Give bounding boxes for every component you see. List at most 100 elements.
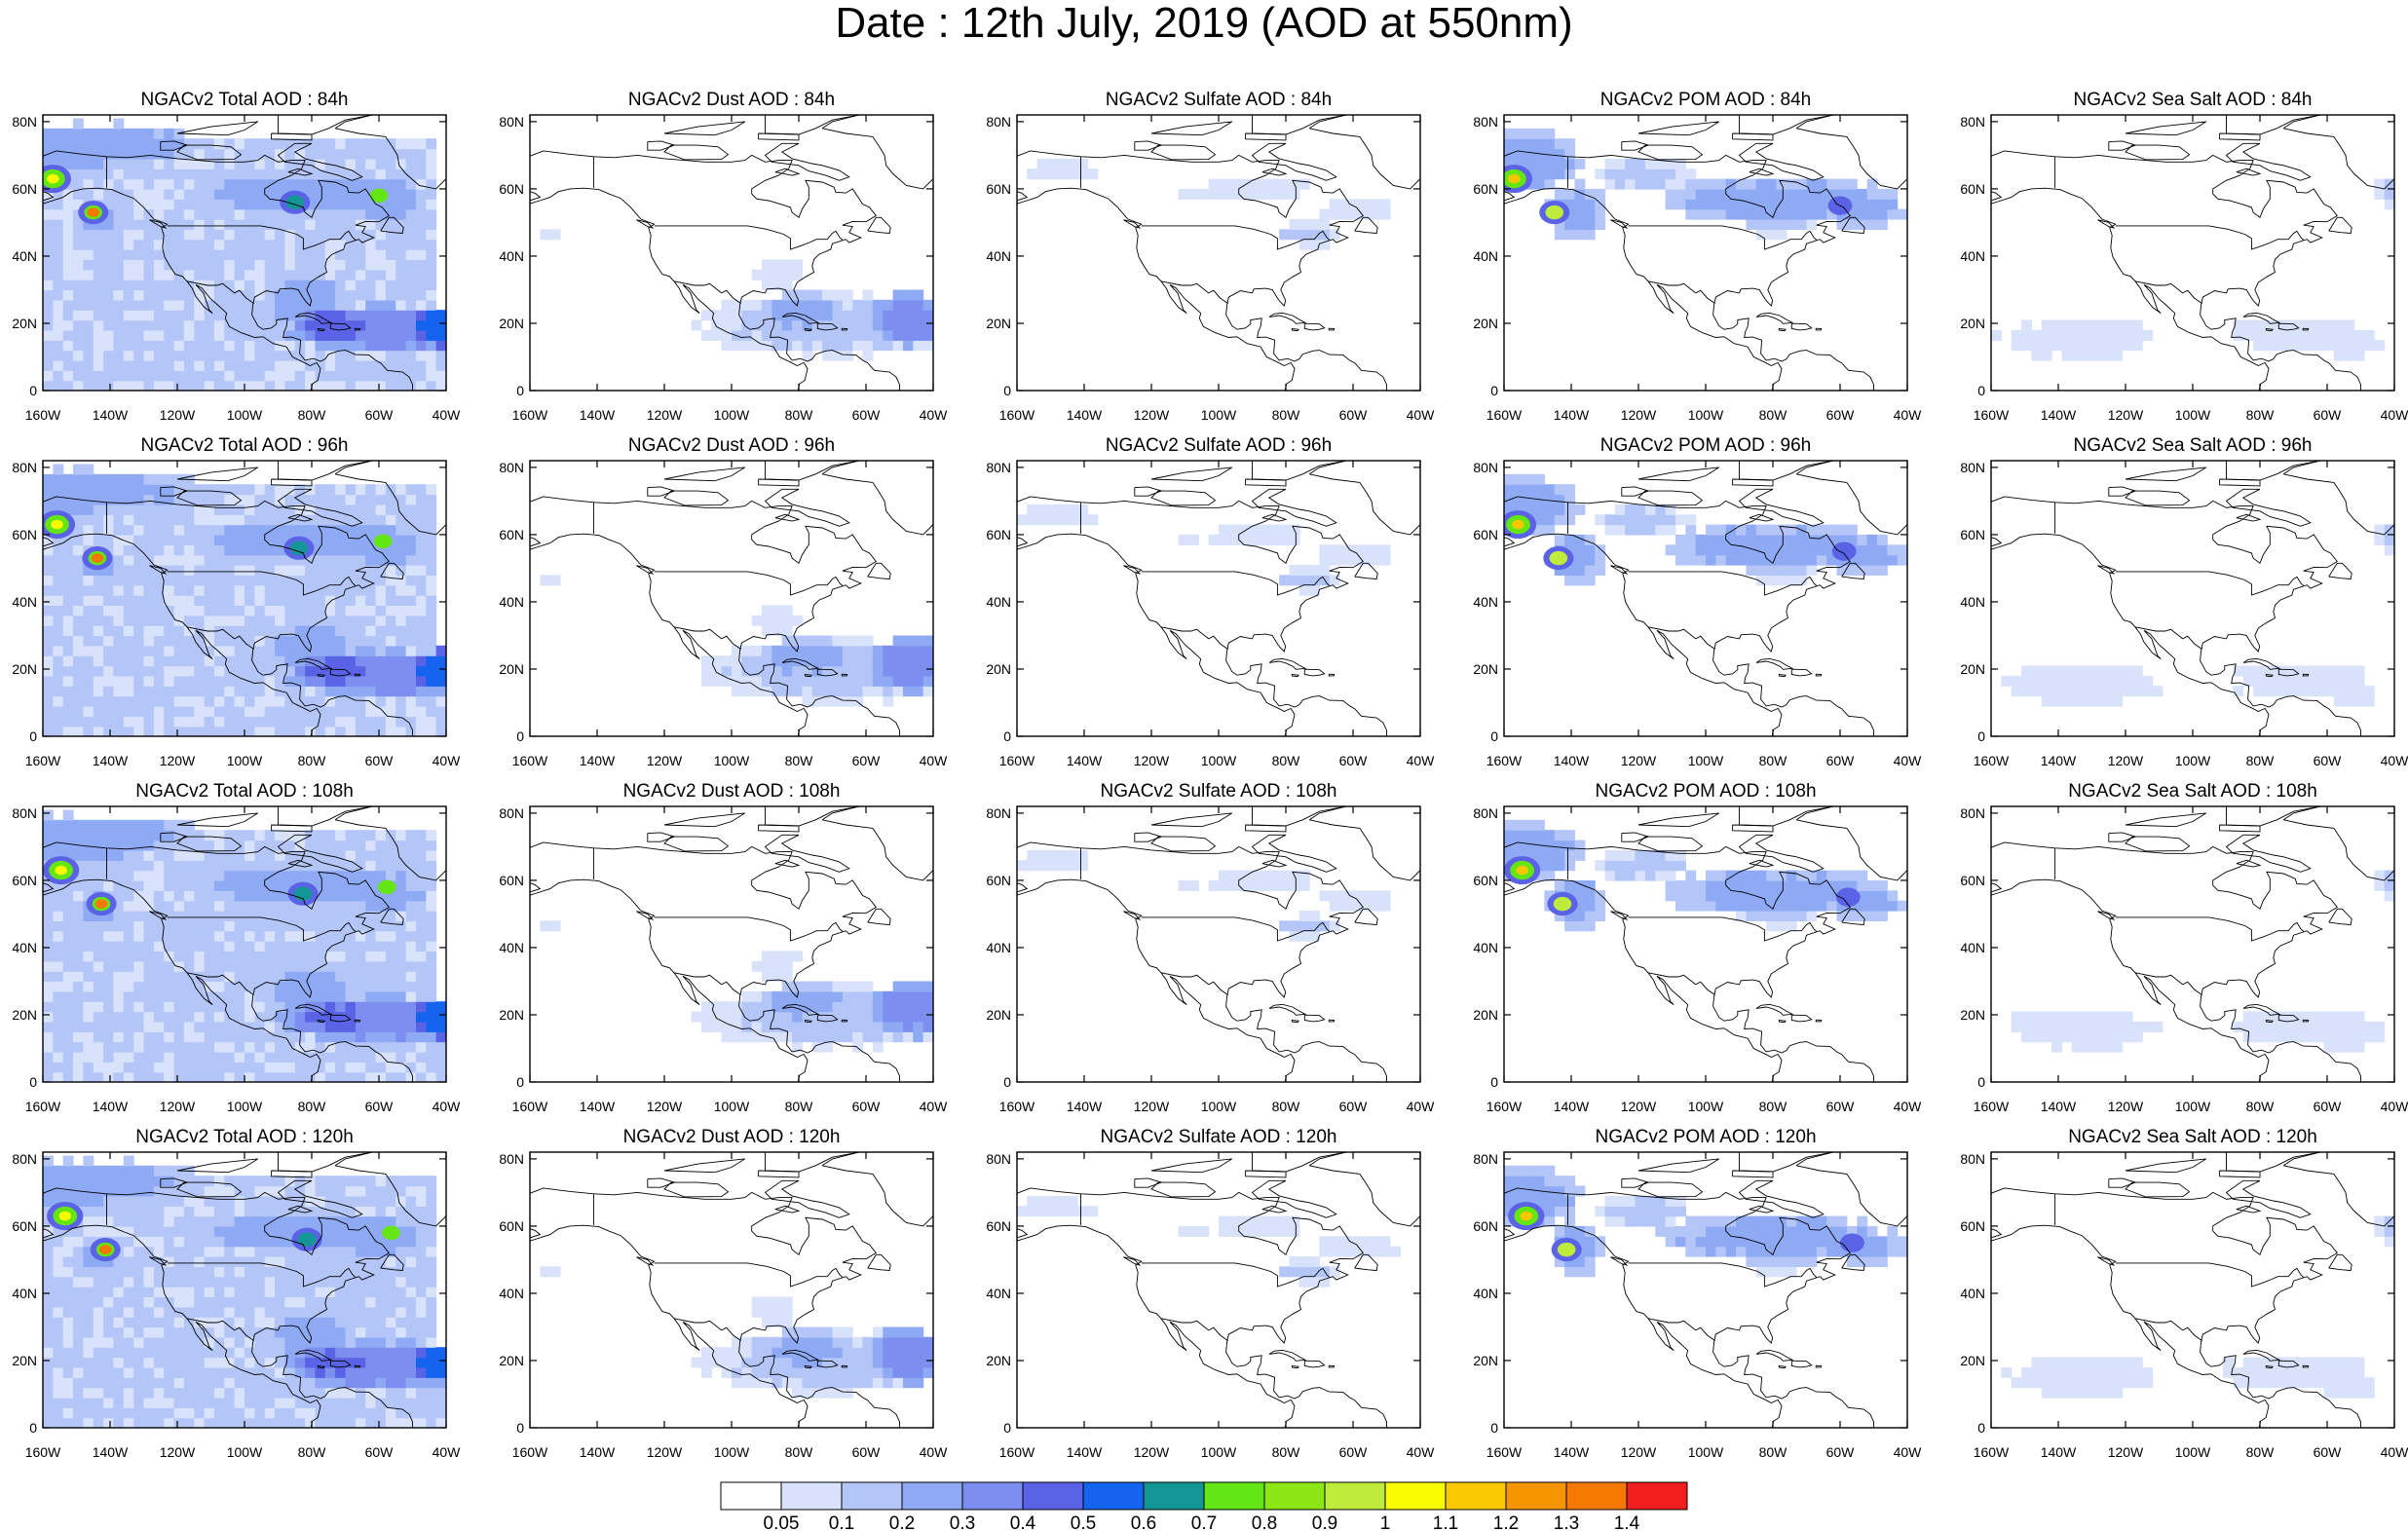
lat-tick-label: 60N bbox=[499, 527, 524, 542]
lat-tick-label: 80N bbox=[986, 114, 1011, 130]
lat-tick-label: 40N bbox=[499, 248, 524, 264]
lon-tick-label: 80W bbox=[2246, 407, 2276, 423]
lat-tick-label: 0 bbox=[1977, 728, 1985, 744]
colorbar-swatch bbox=[780, 1481, 843, 1511]
aod-field bbox=[2001, 524, 2394, 707]
lon-tick-label: 100W bbox=[2175, 1099, 2211, 1114]
lon-tick-label: 120W bbox=[1621, 407, 1657, 423]
lat-tick-label: 60N bbox=[986, 1218, 1011, 1234]
lat-tick-label: 40N bbox=[1960, 1286, 1985, 1301]
lon-tick-label: 80W bbox=[2246, 1444, 2276, 1460]
lon-tick-label: 40W bbox=[920, 1444, 949, 1460]
coastlines bbox=[1991, 461, 2394, 736]
lat-tick-label: 60N bbox=[986, 873, 1011, 888]
lon-tick-label: 160W bbox=[512, 1444, 548, 1460]
panel-title: NGACv2 Dust AOD : 96h bbox=[628, 435, 835, 456]
colorbar-label: 0.1 bbox=[829, 1513, 854, 1531]
lat-tick-label: 20N bbox=[986, 316, 1011, 331]
lon-tick-label: 60W bbox=[1826, 407, 1856, 423]
lon-tick-label: 140W bbox=[93, 1099, 129, 1114]
lon-tick-label: 120W bbox=[1134, 753, 1170, 768]
lon-tick-label: 120W bbox=[1621, 753, 1657, 768]
lon-tick-label: 120W bbox=[1134, 407, 1170, 423]
lon-tick-label: 60W bbox=[1826, 1444, 1856, 1460]
map-panel-total-108h: 160W 140W 120W 100W 80W 60W 40W 0 20N 40N 60N 80N NG… bbox=[12, 781, 461, 1114]
lat-tick-label: 20N bbox=[1473, 1007, 1498, 1023]
lat-tick-label: 20N bbox=[986, 661, 1011, 677]
lat-tick-label: 0 bbox=[1977, 1420, 1985, 1436]
aod-field bbox=[540, 229, 933, 361]
lon-tick-label: 160W bbox=[25, 1444, 61, 1460]
lon-tick-label: 160W bbox=[999, 753, 1035, 768]
lat-tick-label: 60N bbox=[499, 1218, 524, 1234]
map-panel-total-120h: 160W 140W 120W 100W 80W 60W 40W 0 20N 40N 60N 80N NG… bbox=[12, 1127, 461, 1460]
lat-tick-label: 40N bbox=[12, 248, 37, 264]
lon-tick-label: 40W bbox=[433, 407, 462, 423]
lat-tick-label: 60N bbox=[1473, 527, 1498, 542]
lat-tick-label: 0 bbox=[516, 1420, 524, 1436]
lat-tick-label: 80N bbox=[1960, 805, 1985, 821]
lon-tick-label: 140W bbox=[2041, 753, 2077, 768]
coastlines bbox=[1991, 115, 2394, 391]
lat-tick-label: 40N bbox=[1960, 594, 1985, 610]
coastlines bbox=[1991, 806, 2394, 1082]
lat-tick-label: 80N bbox=[12, 114, 37, 130]
map-panel-salt-84h: 160W 140W 120W 100W 80W 60W 40W 0 20N 40N 60N 80N NG… bbox=[1960, 90, 2408, 423]
lat-tick-label: 60N bbox=[1960, 527, 1985, 542]
lon-tick-label: 160W bbox=[25, 753, 61, 768]
lon-tick-label: 80W bbox=[1272, 407, 1301, 423]
lat-tick-label: 40N bbox=[12, 940, 37, 955]
colorbar-label: 0.3 bbox=[950, 1513, 975, 1531]
panel-title: NGACv2 Dust AOD : 108h bbox=[623, 781, 841, 802]
lat-tick-label: 40N bbox=[12, 594, 37, 610]
panel-title: NGACv2 Total AOD : 84h bbox=[141, 90, 349, 110]
aod-field bbox=[1504, 128, 1907, 241]
aod-field bbox=[1991, 178, 2394, 361]
coastlines bbox=[1504, 1152, 1907, 1428]
lon-tick-label: 80W bbox=[298, 1444, 327, 1460]
lon-tick-label: 60W bbox=[2314, 1099, 2343, 1114]
map-panel-dust-108h: 160W 140W 120W 100W 80W 60W 40W 0 20N 40N 60N 80N NG… bbox=[499, 781, 948, 1114]
lon-tick-label: 140W bbox=[1067, 753, 1103, 768]
lon-tick-label: 160W bbox=[1486, 407, 1523, 423]
lat-tick-label: 0 bbox=[1490, 1074, 1498, 1090]
lon-tick-label: 160W bbox=[512, 1099, 548, 1114]
lon-tick-label: 80W bbox=[1759, 753, 1788, 768]
lon-tick-label: 60W bbox=[365, 407, 395, 423]
panel-title: NGACv2 Dust AOD : 84h bbox=[628, 90, 835, 110]
panel-title: NGACv2 Total AOD : 96h bbox=[141, 435, 349, 456]
lat-tick-label: 0 bbox=[1977, 383, 1985, 398]
aod-field bbox=[1504, 819, 1907, 932]
lon-tick-label: 80W bbox=[785, 407, 814, 423]
lon-tick-label: 140W bbox=[580, 753, 616, 768]
lon-tick-label: 140W bbox=[1067, 407, 1103, 423]
lat-tick-label: 20N bbox=[499, 1007, 524, 1023]
coastlines bbox=[530, 461, 933, 736]
map-panel-pom-108h: 160W 140W 120W 100W 80W 60W 40W 0 20N 40N 60N 80N NG… bbox=[1473, 781, 1922, 1114]
lon-tick-label: 40W bbox=[2381, 407, 2408, 423]
lon-tick-label: 40W bbox=[1407, 1099, 1436, 1114]
lon-tick-label: 140W bbox=[2041, 1444, 2077, 1460]
lat-tick-label: 20N bbox=[499, 661, 524, 677]
lat-tick-label: 40N bbox=[499, 594, 524, 610]
map-panel-salt-120h: 160W 140W 120W 100W 80W 60W 40W 0 20N 40N 60N 80N NG… bbox=[1960, 1127, 2408, 1460]
lon-tick-label: 80W bbox=[1759, 1444, 1788, 1460]
lon-tick-label: 120W bbox=[647, 1099, 683, 1114]
lon-tick-label: 140W bbox=[1067, 1444, 1103, 1460]
map-panel-sulfate-120h: 160W 140W 120W 100W 80W 60W 40W 0 20N 40N 60N 80N NG… bbox=[986, 1127, 1435, 1460]
panel-title: NGACv2 POM AOD : 84h bbox=[1600, 90, 1811, 110]
lon-tick-label: 100W bbox=[714, 753, 750, 768]
lat-tick-label: 40N bbox=[1473, 594, 1498, 610]
coastlines bbox=[1504, 461, 1907, 736]
lon-tick-label: 140W bbox=[1554, 1099, 1590, 1114]
lat-tick-label: 0 bbox=[29, 728, 37, 744]
lon-tick-label: 120W bbox=[160, 1444, 196, 1460]
map-panel-pom-84h: 160W 140W 120W 100W 80W 60W 40W 0 20N 40N 60N 80N NG… bbox=[1473, 90, 1922, 423]
map-panel-sulfate-96h: 160W 140W 120W 100W 80W 60W 40W 0 20N 40N 60N 80N NG… bbox=[986, 435, 1435, 768]
colorbar-swatch bbox=[1565, 1481, 1628, 1511]
colorbar-swatch bbox=[1022, 1481, 1084, 1511]
lat-tick-label: 0 bbox=[1490, 728, 1498, 744]
lat-tick-label: 40N bbox=[1473, 248, 1498, 264]
lat-tick-label: 0 bbox=[1977, 1074, 1985, 1090]
